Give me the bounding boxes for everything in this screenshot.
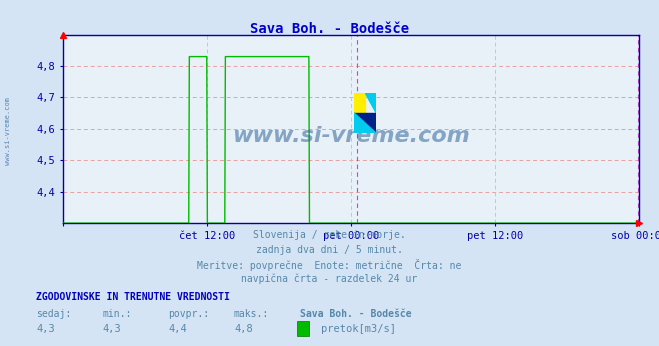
Bar — [354, 93, 364, 113]
Polygon shape — [354, 113, 376, 133]
Text: zadnja dva dni / 5 minut.: zadnja dva dni / 5 minut. — [256, 245, 403, 255]
Text: Sava Boh. - Bodešče: Sava Boh. - Bodešče — [300, 309, 411, 319]
Text: Sava Boh. - Bodešče: Sava Boh. - Bodešče — [250, 22, 409, 36]
Polygon shape — [364, 93, 376, 113]
Text: maks.:: maks.: — [234, 309, 269, 319]
Text: www.si-vreme.com: www.si-vreme.com — [5, 98, 11, 165]
Text: pretok[m3/s]: pretok[m3/s] — [321, 324, 396, 334]
Text: ZGODOVINSKE IN TRENUTNE VREDNOSTI: ZGODOVINSKE IN TRENUTNE VREDNOSTI — [36, 292, 230, 302]
Text: Slovenija / reke in morje.: Slovenija / reke in morje. — [253, 230, 406, 240]
Text: min.:: min.: — [102, 309, 132, 319]
Text: 4,4: 4,4 — [168, 324, 186, 334]
Text: navpična črta - razdelek 24 ur: navpična črta - razdelek 24 ur — [241, 274, 418, 284]
Text: povpr.:: povpr.: — [168, 309, 209, 319]
Bar — [354, 113, 376, 133]
Text: sedaj:: sedaj: — [36, 309, 71, 319]
Text: 4,3: 4,3 — [36, 324, 55, 334]
Text: Meritve: povprečne  Enote: metrične  Črta: ne: Meritve: povprečne Enote: metrične Črta:… — [197, 259, 462, 271]
Text: www.si-vreme.com: www.si-vreme.com — [232, 126, 470, 146]
Text: 4,3: 4,3 — [102, 324, 121, 334]
Text: 4,8: 4,8 — [234, 324, 252, 334]
